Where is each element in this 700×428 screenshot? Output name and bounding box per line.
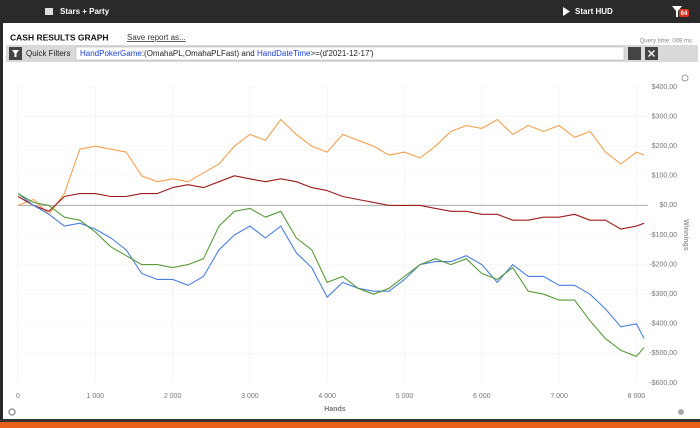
y-tick-label: -$400,00 bbox=[649, 321, 677, 328]
y-tick-label: -$300,00 bbox=[649, 291, 677, 298]
info-icon[interactable] bbox=[678, 409, 684, 415]
play-icon[interactable] bbox=[563, 7, 570, 16]
start-hud[interactable]: Start HUD bbox=[575, 7, 613, 16]
y-tick-label: $200,00 bbox=[652, 143, 677, 150]
series-line bbox=[17, 175, 645, 230]
y-tick-label: -$200,00 bbox=[649, 261, 677, 268]
zoom-icon[interactable] bbox=[681, 74, 689, 82]
series-line bbox=[17, 119, 645, 215]
filter-keyword: HandPokerGame bbox=[80, 49, 142, 58]
filter-text: >=(d'2021-12-17') bbox=[311, 49, 374, 58]
x-tick-label: 6 000 bbox=[473, 393, 491, 400]
series-line bbox=[17, 193, 645, 357]
x-tick-label: 3 000 bbox=[241, 393, 259, 400]
badge: 64 bbox=[681, 11, 688, 17]
save-link[interactable]: Save report as... bbox=[127, 33, 186, 42]
y-tick-label: $400,00 bbox=[652, 84, 677, 91]
clear-glyph bbox=[648, 50, 655, 57]
filter-input[interactable] bbox=[75, 46, 625, 61]
y-tick-label: $100,00 bbox=[652, 173, 677, 180]
x-axis-label: Hands bbox=[324, 406, 346, 413]
settings-icon[interactable] bbox=[8, 408, 16, 416]
query-time: Query time: 009 ms bbox=[640, 39, 692, 45]
badge-bg bbox=[679, 9, 689, 17]
x-tick-label: 1 000 bbox=[87, 393, 105, 400]
y-tick-label: -$600,00 bbox=[649, 380, 677, 387]
status-bar bbox=[0, 422, 700, 428]
filter-keyword: HandDateTime bbox=[257, 49, 311, 58]
y-tick-label: $300,00 bbox=[652, 113, 677, 120]
y-tick-label: -$500,00 bbox=[649, 350, 677, 357]
save-filter-button[interactable] bbox=[628, 47, 641, 60]
filter-glyph bbox=[12, 50, 19, 57]
x-tick-label: 7 000 bbox=[550, 393, 568, 400]
filter-expression: HandPokerGame:(OmahaPL,OmahaPLFast) and … bbox=[80, 49, 374, 58]
filter-text: :(OmahaPL,OmahaPLFast) and bbox=[142, 49, 257, 58]
y-axis-label: Winnings bbox=[682, 219, 689, 251]
filter-icon[interactable] bbox=[672, 6, 682, 17]
x-tick-label: 4 000 bbox=[318, 393, 336, 400]
top-bar bbox=[0, 0, 700, 23]
x-tick-label: 8 000 bbox=[628, 393, 646, 400]
workspace-icon[interactable] bbox=[45, 8, 53, 15]
y-tick-label: -$100,00 bbox=[649, 232, 677, 239]
bottom-strip bbox=[0, 419, 700, 422]
x-tick-label: 5 000 bbox=[396, 393, 414, 400]
workspace[interactable]: Stars + Party bbox=[60, 7, 110, 16]
series-line bbox=[17, 193, 645, 339]
report-title: CASH RESULTS GRAPH bbox=[10, 32, 109, 42]
left-strip bbox=[0, 23, 3, 422]
x-tick-label: 0 bbox=[16, 393, 20, 400]
y-tick-label: $0,00 bbox=[659, 202, 677, 209]
quick-filters: Quick Filters bbox=[26, 49, 70, 58]
x-tick-label: 2 000 bbox=[164, 393, 182, 400]
